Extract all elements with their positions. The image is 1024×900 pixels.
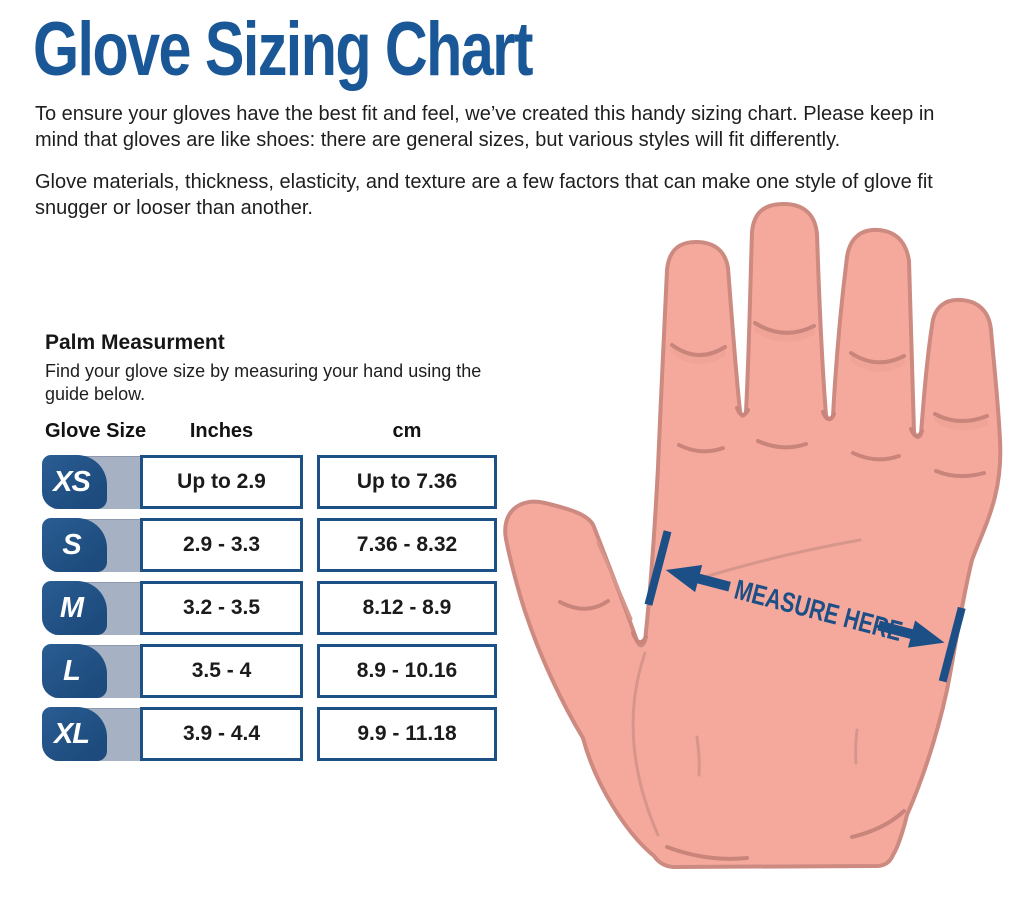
right-tick-mark (938, 606, 966, 683)
size-badge: M (42, 581, 107, 635)
size-badge: XS (42, 455, 107, 509)
inches-value-box: Up to 2.9 (140, 455, 303, 509)
hand-silhouette (503, 202, 1003, 869)
cm-value-box: 8.9 - 10.16 (317, 644, 497, 698)
inches-value-box: 3.9 - 4.4 (140, 707, 303, 761)
size-badge: L (42, 644, 107, 698)
intro-paragraph-2: Glove materials, thickness, elasticity, … (35, 171, 933, 219)
palm-creases (596, 538, 862, 837)
size-badge-label: S (62, 528, 81, 561)
table-row-xs: XS Up to 2.9 Up to 7.36 (42, 455, 502, 509)
palm-measurement-heading: Palm Measurment (45, 331, 225, 354)
column-header-inches: Inches (189, 420, 254, 442)
column-header-glove-size: Glove Size (45, 420, 147, 442)
left-arrow-shaft (695, 573, 731, 592)
size-badge-label: M (59, 591, 84, 624)
left-arrow-icon (665, 565, 703, 593)
knuckle-shading (671, 325, 988, 431)
inches-value-box: 2.9 - 3.3 (140, 518, 303, 572)
hand-creases (558, 321, 989, 861)
column-header-cm: cm (392, 420, 422, 442)
right-arrow-icon (908, 620, 945, 648)
palm-measurement-description: Find your glove size by measuring your h… (45, 361, 482, 404)
left-tick-mark (644, 530, 672, 606)
table-row-l: L 3.5 - 4 8.9 - 10.16 (42, 644, 502, 698)
size-badge: S (42, 518, 107, 572)
right-arrow-shaft (877, 620, 915, 640)
table-row-m: M 3.2 - 3.5 8.12 - 8.9 (42, 581, 502, 635)
inches-value-box: 3.2 - 3.5 (140, 581, 303, 635)
cm-value-box: 9.9 - 11.18 (317, 707, 497, 761)
size-badge-label: XL (53, 717, 90, 750)
intro-paragraph-1: To ensure your gloves have the best fit … (35, 103, 935, 151)
size-badge-label: L (63, 654, 81, 687)
size-badge-label: XS (53, 465, 91, 498)
cm-value-box: 8.12 - 8.9 (317, 581, 497, 635)
size-badge: XL (42, 707, 107, 761)
hand-illustration: MEASURE HERE (503, 202, 1003, 869)
table-row-xl: XL 3.9 - 4.4 9.9 - 11.18 (42, 707, 502, 761)
table-row-s: S 2.9 - 3.3 7.36 - 8.32 (42, 518, 502, 572)
cm-value-box: Up to 7.36 (317, 455, 497, 509)
cm-value-box: 7.36 - 8.32 (317, 518, 497, 572)
page-title: Glove Sizing Chart (33, 7, 533, 92)
inches-value-box: 3.5 - 4 (140, 644, 303, 698)
